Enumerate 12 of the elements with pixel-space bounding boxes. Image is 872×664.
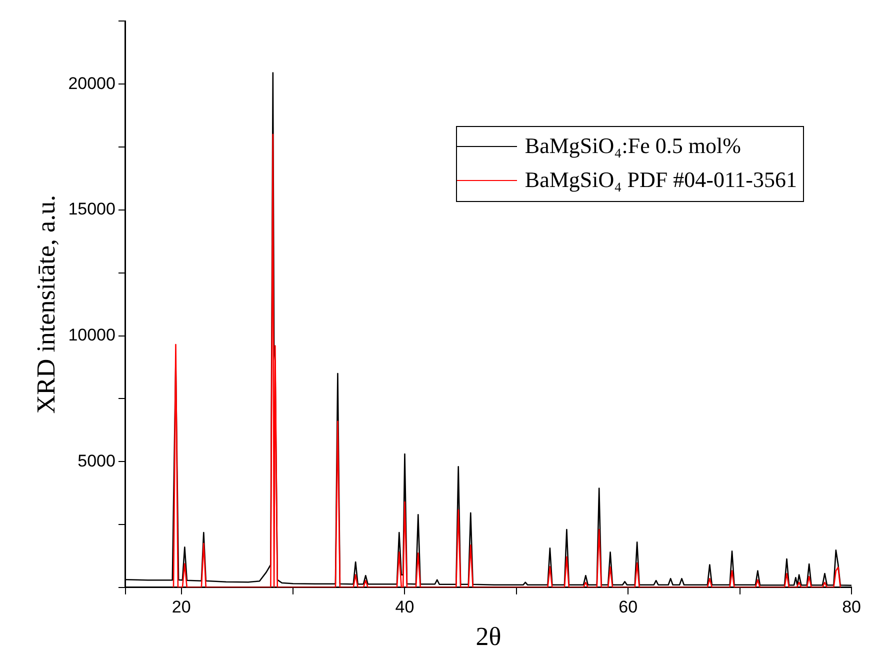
y-tick-label: 15000 [68,200,116,219]
x-axis-title: 2θ [476,622,502,652]
x-tick-label: 20 [172,597,191,616]
y-tick-label: 10000 [68,325,116,344]
legend-label: BaMgSiO₄ PDF #04-011-3561 [524,167,797,193]
y-tick-label: 20000 [68,74,116,93]
x-tick-label: 80 [842,597,862,616]
y-axis-title: XRD intensitāte, a.u. [31,194,60,414]
x-tick-label: 60 [618,597,638,616]
x-tick-label: 40 [395,597,414,616]
y-tick-label: 5000 [78,451,116,470]
legend-label: BaMgSiO₄:Fe 0.5 mol% [524,133,741,159]
